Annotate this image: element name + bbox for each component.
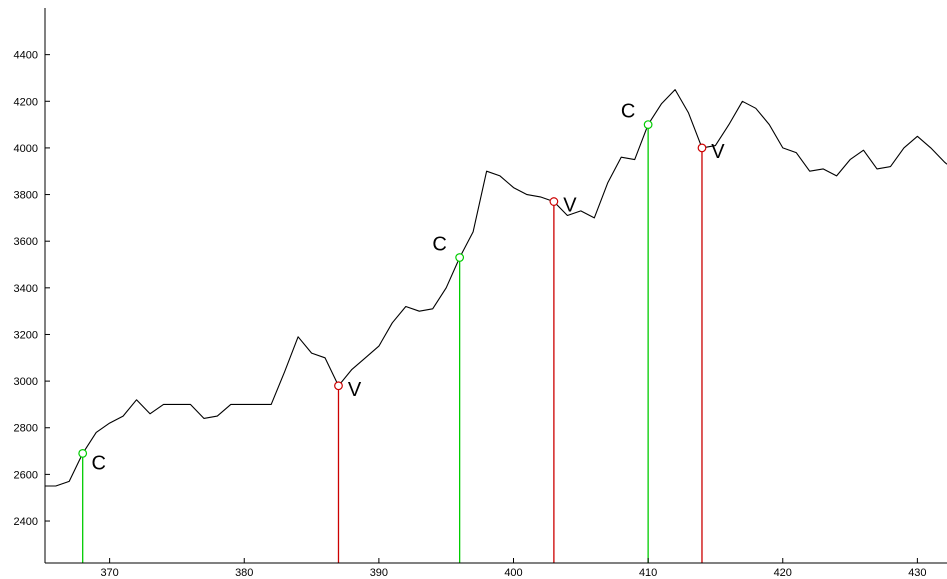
x-tick-label: 400 (504, 567, 522, 579)
y-tick-label: 3600 (14, 236, 38, 248)
marker-circle (78, 448, 88, 458)
series-line (45, 89, 947, 487)
x-tick-label: 420 (774, 567, 792, 579)
marker-circle (455, 253, 465, 262)
marker-label: C (432, 234, 446, 256)
x-tick-label: 380 (235, 567, 253, 579)
y-tick-label: 3200 (14, 329, 38, 341)
y-tick-label: 4200 (14, 96, 38, 108)
marker-circle (643, 120, 653, 129)
marker-label: V (711, 141, 725, 163)
x-tick-label: 370 (100, 567, 118, 579)
y-tick-label: 4000 (14, 143, 38, 155)
y-tick-label: 2600 (14, 469, 38, 481)
y-tick-label: 3000 (14, 376, 38, 388)
marker-circle (697, 143, 707, 153)
y-tick-label: 3800 (14, 190, 38, 202)
marker-label: C (621, 101, 635, 123)
y-tick-label: 4400 (14, 50, 38, 62)
x-tick-label: 430 (908, 567, 926, 579)
y-tick-label: 3400 (14, 283, 38, 295)
marker-circle (549, 197, 559, 206)
marker-label: V (563, 195, 577, 217)
x-tick-label: 410 (639, 567, 657, 579)
marker-circle (334, 381, 343, 391)
x-tick-label: 390 (370, 567, 388, 579)
marker-label: C (91, 452, 105, 474)
y-tick-label: 2400 (14, 516, 38, 528)
y-tick-label: 2800 (14, 423, 38, 435)
marker-label: V (348, 379, 362, 401)
